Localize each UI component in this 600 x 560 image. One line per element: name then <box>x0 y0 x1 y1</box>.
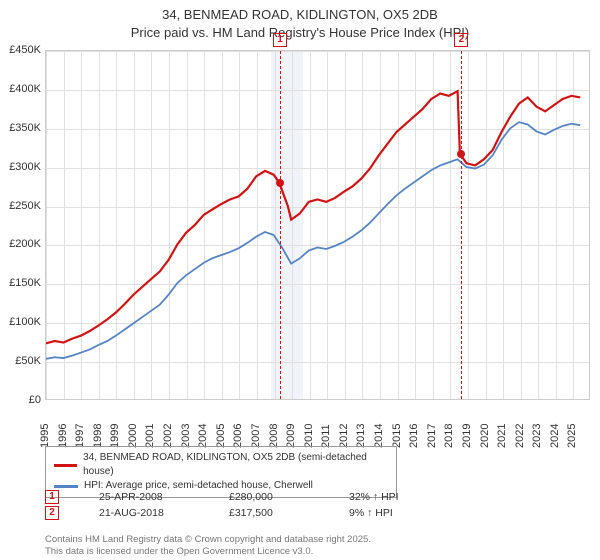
x-tick-label: 2016 <box>408 424 420 448</box>
marker-dot <box>276 179 284 187</box>
x-tick-label: 2019 <box>461 424 473 448</box>
row-delta: 32% ↑ HPI <box>349 491 399 503</box>
footer-attribution: Contains HM Land Registry data © Crown c… <box>45 534 371 558</box>
series-line <box>46 122 580 359</box>
x-tick-label: 2018 <box>443 424 455 448</box>
row-price: £280,000 <box>229 491 309 503</box>
x-tick-label: 1996 <box>57 424 69 448</box>
x-tick-label: 2012 <box>338 424 350 448</box>
y-tick-label: £350K <box>9 122 41 134</box>
marker-number-box: 1 <box>273 33 287 47</box>
x-tick-label: 2023 <box>531 424 543 448</box>
data-point-table: 1 25-APR-2008 £280,000 32% ↑ HPI 2 21-AU… <box>45 490 590 522</box>
legend-label: 34, BENMEAD ROAD, KIDLINGTON, OX5 2DB (s… <box>83 451 388 479</box>
x-tick-label: 2003 <box>180 424 192 448</box>
series-line <box>46 91 580 343</box>
table-row: 1 25-APR-2008 £280,000 32% ↑ HPI <box>45 490 590 504</box>
legend-swatch <box>54 464 77 467</box>
marker-vline <box>280 51 281 399</box>
x-tick-label: 2006 <box>232 424 244 448</box>
x-tick-label: 2002 <box>162 424 174 448</box>
x-tick-label: 1997 <box>74 424 86 448</box>
x-tick-label: 2025 <box>566 424 578 448</box>
x-tick-label: 2000 <box>127 424 139 448</box>
x-tick-label: 2007 <box>250 424 262 448</box>
x-tick-label: 2021 <box>496 424 508 448</box>
x-tick-label: 2024 <box>549 424 561 448</box>
y-tick-label: £150K <box>9 277 41 289</box>
y-tick-label: £450K <box>9 44 41 56</box>
table-row: 2 21-AUG-2018 £317,500 9% ↑ HPI <box>45 506 590 520</box>
y-tick-label: £250K <box>9 200 41 212</box>
y-axis-labels: £0£50K£100K£150K£200K£250K£300K£350K£400… <box>0 50 45 400</box>
chart-container: 34, BENMEAD ROAD, KIDLINGTON, OX5 2DB Pr… <box>0 0 600 560</box>
y-tick-label: £50K <box>15 355 41 367</box>
x-tick-label: 2011 <box>320 424 332 448</box>
x-tick-label: 2004 <box>197 424 209 448</box>
legend-swatch <box>54 485 78 488</box>
row-date: 25-APR-2008 <box>99 491 189 503</box>
x-tick-label: 2005 <box>215 424 227 448</box>
marker-dot <box>457 150 465 158</box>
x-tick-label: 1995 <box>39 424 51 448</box>
y-tick-label: £300K <box>9 161 41 173</box>
x-tick-label: 2015 <box>391 424 403 448</box>
marker-vline <box>461 51 462 399</box>
x-tick-label: 2013 <box>355 424 367 448</box>
y-tick-label: £200K <box>9 238 41 250</box>
x-tick-label: 2014 <box>373 424 385 448</box>
title-line-2: Price paid vs. HM Land Registry's House … <box>131 25 469 40</box>
marker-number-box: 2 <box>454 33 468 47</box>
x-tick-label: 2009 <box>285 424 297 448</box>
row-delta: 9% ↑ HPI <box>349 507 393 519</box>
line-plot-svg <box>46 51 589 399</box>
x-tick-label: 2020 <box>479 424 491 448</box>
row-marker: 2 <box>45 506 59 520</box>
row-date: 21-AUG-2018 <box>99 507 189 519</box>
x-tick-label: 2008 <box>268 424 280 448</box>
title-line-1: 34, BENMEAD ROAD, KIDLINGTON, OX5 2DB <box>162 7 438 22</box>
x-tick-label: 2017 <box>426 424 438 448</box>
row-marker: 1 <box>45 490 59 504</box>
x-tick-label: 1999 <box>109 424 121 448</box>
chart-title: 34, BENMEAD ROAD, KIDLINGTON, OX5 2DB Pr… <box>0 0 600 41</box>
x-tick-label: 2001 <box>144 424 156 448</box>
x-tick-label: 2010 <box>303 424 315 448</box>
y-tick-label: £100K <box>9 316 41 328</box>
y-tick-label: £400K <box>9 83 41 95</box>
x-tick-label: 1998 <box>92 424 104 448</box>
y-tick-label: £0 <box>29 394 41 406</box>
plot-area: 12 <box>45 50 590 400</box>
legend-row: 34, BENMEAD ROAD, KIDLINGTON, OX5 2DB (s… <box>54 451 388 479</box>
row-price: £317,500 <box>229 507 309 519</box>
x-tick-label: 2022 <box>514 424 526 448</box>
